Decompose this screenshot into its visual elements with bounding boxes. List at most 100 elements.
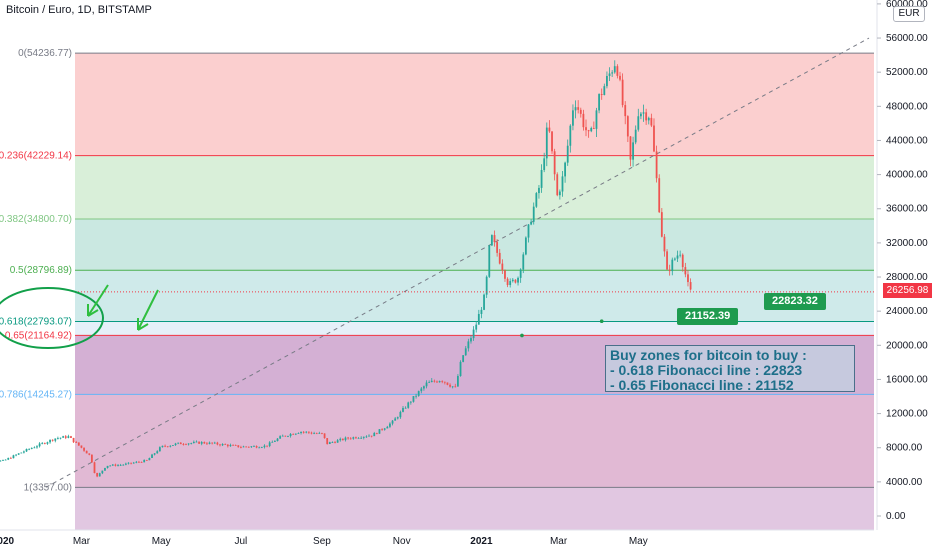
candle-body: [663, 236, 666, 252]
candle-body: [7, 457, 10, 460]
candle-body: [208, 442, 211, 444]
y-tick-label: 24000.00: [886, 306, 928, 317]
candle-body: [172, 445, 174, 446]
candle-body: [632, 142, 634, 160]
x-tick-label: Jul: [235, 536, 248, 547]
candle-body: [640, 113, 642, 117]
candle-body: [572, 110, 574, 126]
candle-body: [297, 433, 300, 434]
candle-body: [454, 386, 457, 388]
x-tick-label: Mar: [73, 536, 91, 547]
candle-body: [619, 75, 621, 80]
candle-body: [179, 442, 182, 445]
candle-body: [38, 443, 41, 447]
candle-body: [339, 438, 342, 441]
y-tick-label: 20000.00: [886, 340, 928, 351]
candle-body: [585, 127, 587, 131]
candle-body: [383, 428, 386, 430]
candle-body: [114, 464, 117, 466]
candle-body: [545, 127, 548, 159]
candle-body: [331, 442, 334, 443]
callout-pointer: [599, 319, 604, 324]
candle-body: [637, 116, 640, 130]
candle-body: [253, 446, 255, 447]
last-price-tag: 26256.98: [883, 283, 932, 298]
candle-body: [130, 462, 133, 464]
candle-body: [579, 109, 582, 114]
candle-body: [62, 436, 65, 438]
candle-body: [668, 269, 671, 272]
candle-body: [684, 267, 687, 275]
candle-body: [671, 259, 674, 272]
candle-body: [391, 420, 394, 424]
fib-level-label: 0.786(14245.27): [0, 389, 72, 400]
candle-body: [234, 445, 237, 446]
candle-body: [111, 464, 114, 466]
candle-body: [436, 381, 438, 383]
candle-body: [564, 162, 566, 177]
candle-body: [224, 444, 227, 445]
candle-body: [93, 462, 96, 474]
candle-body: [553, 151, 556, 175]
candle-body: [318, 432, 321, 434]
x-tick-label: Mar: [550, 536, 568, 547]
fib-zone: [75, 270, 874, 322]
candle-body: [190, 443, 193, 444]
candle-body: [276, 438, 279, 442]
currency-badge[interactable]: EUR: [893, 6, 925, 22]
y-tick-label: 44000.00: [886, 135, 928, 146]
fib-level-label: 1(3357.00): [24, 482, 72, 493]
callout-label: 21152.39: [677, 308, 739, 325]
candle-body: [577, 107, 580, 110]
candle-body: [423, 386, 425, 389]
candle-body: [689, 282, 692, 290]
candle-body: [195, 441, 198, 443]
candle-body: [430, 380, 433, 383]
candle-body: [305, 431, 308, 433]
candle-body: [156, 451, 159, 454]
candle-body: [653, 125, 655, 152]
candle-body: [517, 277, 519, 283]
candle-body: [399, 411, 402, 418]
candle-body: [370, 435, 373, 437]
candle-body: [540, 170, 543, 188]
candle-body: [263, 445, 266, 448]
candle-body: [109, 465, 112, 467]
candle-body: [203, 442, 206, 444]
candle-body: [655, 151, 658, 179]
candle-body: [321, 432, 323, 434]
candle-body: [119, 464, 122, 466]
candle-body: [538, 187, 540, 194]
candle-body: [158, 447, 161, 452]
candle-body: [145, 460, 148, 461]
candle-body: [344, 437, 347, 441]
candle-body: [472, 329, 475, 339]
candle-body: [626, 116, 629, 137]
candle-body: [122, 464, 125, 466]
candle-body: [187, 443, 190, 445]
candle-body: [161, 445, 164, 448]
candle-body: [17, 453, 20, 455]
candle-body: [307, 431, 310, 433]
candle-body: [457, 376, 459, 387]
callout-pointer: [520, 333, 524, 338]
note-line: Buy zones for bitcoin to buy :: [610, 347, 807, 363]
candle-body: [375, 433, 378, 434]
candle-body: [268, 442, 271, 447]
candle-body: [213, 442, 216, 444]
candle-body: [519, 269, 522, 278]
candle-body: [621, 79, 624, 106]
candle-body: [164, 445, 166, 447]
candle-body: [219, 444, 221, 446]
candle-body: [43, 442, 46, 444]
candle-body: [396, 417, 399, 419]
candle-body: [616, 66, 619, 76]
candle-body: [260, 447, 263, 448]
candle-body: [143, 460, 146, 463]
candle-body: [464, 348, 467, 356]
candle-body: [46, 442, 49, 444]
candle-body: [402, 407, 404, 412]
candle-body: [496, 242, 499, 253]
candle-body: [200, 442, 203, 444]
